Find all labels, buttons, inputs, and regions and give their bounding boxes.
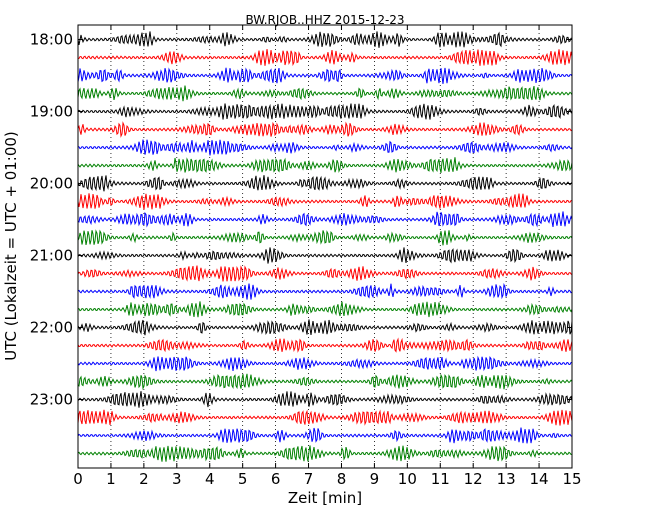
seismogram-trace <box>77 391 573 408</box>
seismogram-trace <box>77 157 573 174</box>
x-tick-label: 4 <box>205 470 215 488</box>
seismogram-trace <box>77 427 573 444</box>
seismogram-trace <box>77 282 573 300</box>
seismogram-trace <box>77 175 573 192</box>
x-tick-label: 15 <box>562 470 581 488</box>
seismogram-trace <box>77 355 573 372</box>
y-tick-label: 22:00 <box>30 319 73 337</box>
seismogram-trace <box>77 211 573 228</box>
seismogram-traces <box>77 31 573 462</box>
y-tick-label: 21:00 <box>30 247 73 265</box>
x-tick-label: 14 <box>530 470 549 488</box>
seismogram-trace <box>77 103 573 120</box>
seismogram-trace <box>77 301 573 318</box>
y-axis: 18:00 19:00 20:00 21:00 22:00 23:00 <box>30 31 572 409</box>
x-tick-label: 2 <box>139 470 149 488</box>
seismogram-trace <box>77 409 573 426</box>
seismogram-trace <box>77 193 572 210</box>
x-tick-label: 5 <box>238 470 248 488</box>
y-tick-label: 20:00 <box>30 175 73 193</box>
seismogram-trace <box>77 67 573 84</box>
seismogram-trace <box>77 139 573 156</box>
x-axis-label: Zeit [min] <box>288 489 362 507</box>
x-tick-label: 0 <box>73 470 83 488</box>
x-tick-label: 6 <box>271 470 281 488</box>
x-tick-label: 8 <box>337 470 347 488</box>
y-axis-label: UTC (Lokalzeit = UTC + 01:00) <box>2 131 20 361</box>
x-axis: 0 1 2 3 4 5 6 7 8 9 10 11 12 13 14 15 <box>73 25 582 488</box>
seismogram-trace <box>77 265 573 282</box>
x-tick-label: 9 <box>370 470 380 488</box>
seismogram-trace <box>77 31 573 48</box>
x-tick-label: 7 <box>304 470 314 488</box>
plot-frame <box>77 24 573 469</box>
x-tick-label: 11 <box>431 470 450 488</box>
seismogram-trace <box>77 319 573 336</box>
seismogram-trace <box>77 445 573 462</box>
seismogram-trace <box>77 337 573 353</box>
seismogram-trace <box>77 247 573 264</box>
x-tick-label: 10 <box>398 470 417 488</box>
seismogram-trace <box>77 85 573 102</box>
x-tick-label: 3 <box>172 470 182 488</box>
x-tick-label: 1 <box>106 470 116 488</box>
seismogram-trace <box>77 49 573 67</box>
x-tick-label: 12 <box>464 470 483 488</box>
seismogram-trace <box>77 229 573 246</box>
y-tick-label: 18:00 <box>30 31 73 49</box>
x-tick-label: 13 <box>497 470 516 488</box>
y-tick-label: 23:00 <box>30 391 73 409</box>
seismogram-trace <box>77 121 573 138</box>
chart-title: BW.RJOB..HHZ 2015-12-23 <box>245 13 404 27</box>
seismogram-trace <box>77 373 573 391</box>
y-tick-label: 19:00 <box>30 103 73 121</box>
